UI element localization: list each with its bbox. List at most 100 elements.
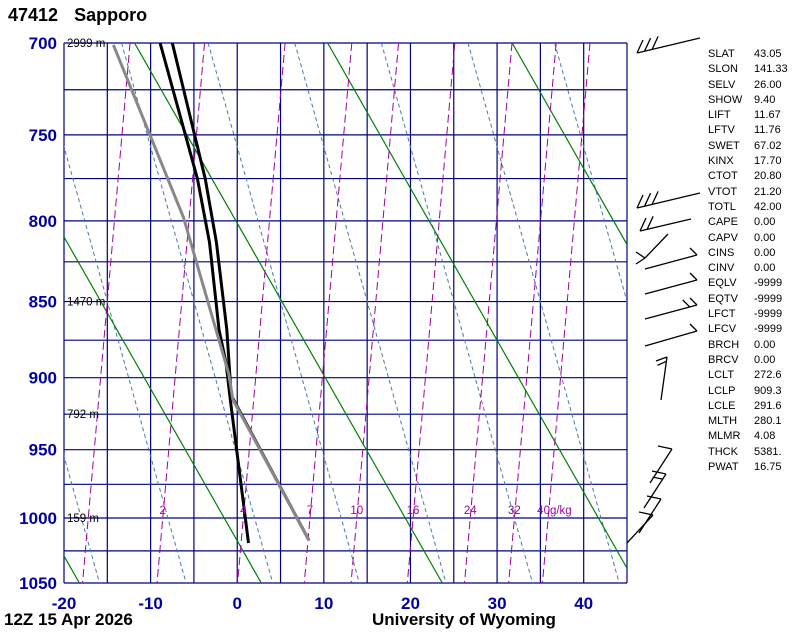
- stat-label: BRCH: [708, 338, 740, 351]
- moist-adiabat-line: [64, 144, 187, 583]
- stat-label: SWET: [708, 139, 740, 152]
- stat-label: THCK: [708, 445, 738, 458]
- temperature-axis-labels: -20 -10 0 10 20 30 40: [52, 594, 593, 613]
- pressure-tick-label: 1050: [19, 574, 57, 593]
- stat-row-lftv: LFTV 11.76: [708, 123, 788, 138]
- stat-row-lcle: LCLE 291.6: [708, 399, 788, 414]
- stat-row-selv: SELV 26.00: [708, 78, 788, 93]
- station-name: Sapporo: [74, 5, 148, 25]
- stat-row-ctot: CTOT 20.80: [708, 169, 788, 184]
- mixing-ratio-line: [350, 43, 400, 583]
- mixing-ratio-line: [406, 43, 456, 583]
- pressure-tick-label: 750: [29, 126, 57, 145]
- height-label: 792 m: [67, 409, 99, 421]
- dry-adiabat-line: [64, 554, 80, 583]
- stat-row-swet: SWET 67.02: [708, 139, 788, 154]
- stat-row-slat: SLAT 43.05: [708, 47, 788, 62]
- wind-barb: [644, 297, 698, 320]
- dewpoint-trace: [158, 42, 250, 544]
- mixing-ratio-label: 32: [508, 505, 521, 517]
- station-id: 47412: [8, 5, 59, 25]
- stat-value: 0.00: [754, 216, 776, 229]
- wind-barb: [643, 470, 667, 509]
- mixing-ratio-line: [541, 43, 591, 583]
- stat-row-totl: TOTL 42.00: [708, 200, 788, 215]
- stat-row-lclt: LCLT 272.6: [708, 368, 788, 383]
- wind-barb: [635, 233, 669, 265]
- wind-barb: [638, 495, 662, 534]
- stat-label: TOTL: [708, 200, 736, 213]
- stat-row-vtot: VTOT 21.20: [708, 185, 788, 200]
- stat-row-cinv: CINV 0.00: [708, 261, 788, 276]
- stat-label: SLAT: [708, 48, 735, 60]
- stat-row-mlth: MLTH 280.1: [708, 414, 788, 429]
- sounding-indices-panel: SLAT 43.05 SLON 141.33 SELV 26.00 SHOW 9.40 LIFT…: [708, 47, 788, 475]
- temperature-tick-label: 10: [314, 594, 333, 613]
- stat-label: CINV: [708, 262, 735, 275]
- stat-label: MLMR: [708, 430, 741, 443]
- temperature-trace-line: [170, 42, 311, 542]
- mixing-ratio-line: [464, 43, 513, 583]
- pressure-tick-label: 700: [29, 34, 57, 53]
- stat-value: 272.6: [754, 369, 782, 382]
- stat-value: 17.70: [754, 155, 782, 168]
- mixing-ratio-line: [303, 43, 353, 583]
- mixing-ratio-label: 2: [160, 505, 166, 517]
- stat-value: 5381.: [754, 445, 782, 458]
- wind-barbs: [626, 36, 701, 544]
- stat-row-lfct: LFCT -9999: [708, 307, 788, 322]
- stat-value: 11.76: [754, 124, 781, 137]
- stat-value: 16.75: [754, 461, 782, 474]
- moist-adiabat-line: [467, 43, 620, 583]
- stat-value: 0.00: [754, 231, 776, 244]
- stat-label: CAPE: [708, 216, 738, 229]
- mixing-ratio-label: 7: [307, 505, 313, 517]
- stat-value: 141.33: [754, 63, 788, 76]
- mixing-ratio-lines: [82, 43, 591, 583]
- stat-row-lfcv: LFCV -9999: [708, 322, 788, 337]
- mixing-ratio-label: 10: [350, 505, 363, 517]
- stat-label: PWAT: [708, 461, 739, 474]
- mixing-ratio-labels: 2 4 7 10 16 24 32 40g/kg: [160, 505, 572, 517]
- mixing-ratio-line: [508, 43, 557, 583]
- data-source-credit: University of Wyoming: [372, 610, 556, 629]
- stat-label: CINS: [708, 246, 735, 259]
- pressure-tick-label: 950: [29, 441, 57, 460]
- stat-row-capv: CAPV 0.00: [708, 231, 788, 246]
- pressure-tick-label: 1000: [19, 509, 57, 528]
- stat-value: 280.1: [754, 415, 782, 428]
- stat-value: 0.00: [754, 338, 776, 351]
- stat-row-cins: CINS 0.00: [708, 246, 788, 261]
- stat-value: -9999: [754, 323, 783, 336]
- stat-value: 9.40: [754, 93, 776, 106]
- dry-adiabat-line: [327, 43, 627, 570]
- stat-label: MLTH: [708, 415, 738, 428]
- pressure-tick-label: 850: [29, 293, 57, 312]
- stat-value: -9999: [754, 277, 783, 290]
- stat-value: 21.20: [754, 185, 782, 198]
- parcel-trace-line: [112, 44, 311, 542]
- mixing-ratio-line: [237, 43, 286, 583]
- stat-label: LCLP: [708, 384, 736, 397]
- stat-label: CTOT: [708, 170, 738, 183]
- stat-label: LFCT: [708, 308, 736, 321]
- stat-label: EQTV: [708, 292, 738, 305]
- mixing-ratio-label: 24: [464, 505, 477, 517]
- stat-label: LFTV: [708, 124, 735, 137]
- dry-adiabat-line: [511, 43, 627, 246]
- stat-value: 26.00: [754, 78, 782, 91]
- stat-label: CAPV: [708, 231, 738, 244]
- stat-label: SHOW: [708, 93, 743, 106]
- dewpoint-trace-line: [158, 42, 250, 544]
- stat-row-thck: THCK 5381.: [708, 445, 788, 460]
- pressure-temperature-grid: [63, 42, 628, 584]
- moist-adiabat-line: [380, 43, 534, 583]
- stat-row-show: SHOW 9.40: [708, 93, 788, 108]
- moist-adiabat-line: [294, 43, 447, 583]
- stat-value: 0.00: [754, 353, 776, 366]
- stat-row-slon: SLON 141.33: [708, 62, 788, 77]
- pressure-tick-label: 800: [29, 212, 57, 231]
- wind-barb: [636, 191, 701, 209]
- temperature-tick-label: 0: [232, 594, 241, 613]
- moist-adiabat-line: [64, 454, 100, 583]
